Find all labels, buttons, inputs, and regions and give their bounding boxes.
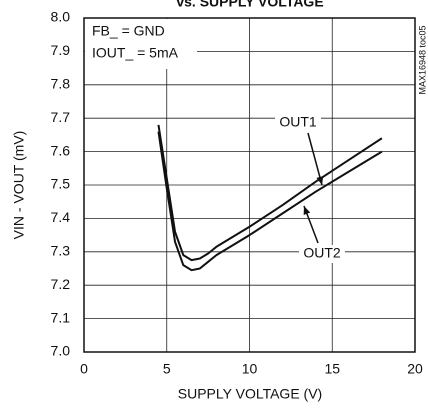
x-tick-label: 10 — [242, 361, 258, 377]
x-axis-label: SUPPLY VOLTAGE (V) — [178, 386, 322, 402]
condition-box — [85, 19, 197, 69]
condition-text: IOUT_ = 5mA — [92, 45, 179, 61]
y-tick-label: 7.2 — [51, 276, 71, 292]
condition-text: FB_ = GND — [92, 23, 165, 39]
x-tick-label: 20 — [407, 361, 423, 377]
series-label: OUT1 — [279, 114, 317, 130]
leader-arrow — [303, 206, 311, 215]
y-tick-label: 7.5 — [51, 176, 71, 192]
series-label: OUT2 — [303, 245, 341, 261]
leader-arrow — [316, 176, 324, 185]
y-tick-label: 7.6 — [51, 142, 71, 158]
series-label-bg — [275, 114, 321, 132]
y-tick-label: 7.9 — [51, 42, 71, 58]
series-label-bg — [299, 245, 345, 263]
plot-frame — [83, 17, 416, 353]
chart-title: vs. SUPPLY VOLTAGE — [176, 0, 323, 10]
y-tick-label: 7.0 — [51, 343, 71, 359]
x-tick-label: 15 — [324, 361, 340, 377]
y-tick-label: 7.7 — [51, 109, 71, 125]
x-tick-label: 5 — [163, 361, 171, 377]
y-tick-label: 7.4 — [51, 209, 71, 225]
x-tick-label: 0 — [80, 361, 88, 377]
series-line — [157, 131, 383, 272]
series-line — [157, 124, 383, 262]
y-tick-label: 7.8 — [51, 76, 71, 92]
y-tick-label: 7.1 — [51, 309, 71, 325]
y-tick-label: 8.0 — [51, 9, 71, 25]
side-note: MAX16948 toc05 — [417, 25, 427, 94]
y-tick-label: 7.3 — [51, 243, 71, 259]
y-axis-label: VIN - VOUT (mV) — [11, 131, 27, 240]
leader-line — [307, 132, 323, 186]
